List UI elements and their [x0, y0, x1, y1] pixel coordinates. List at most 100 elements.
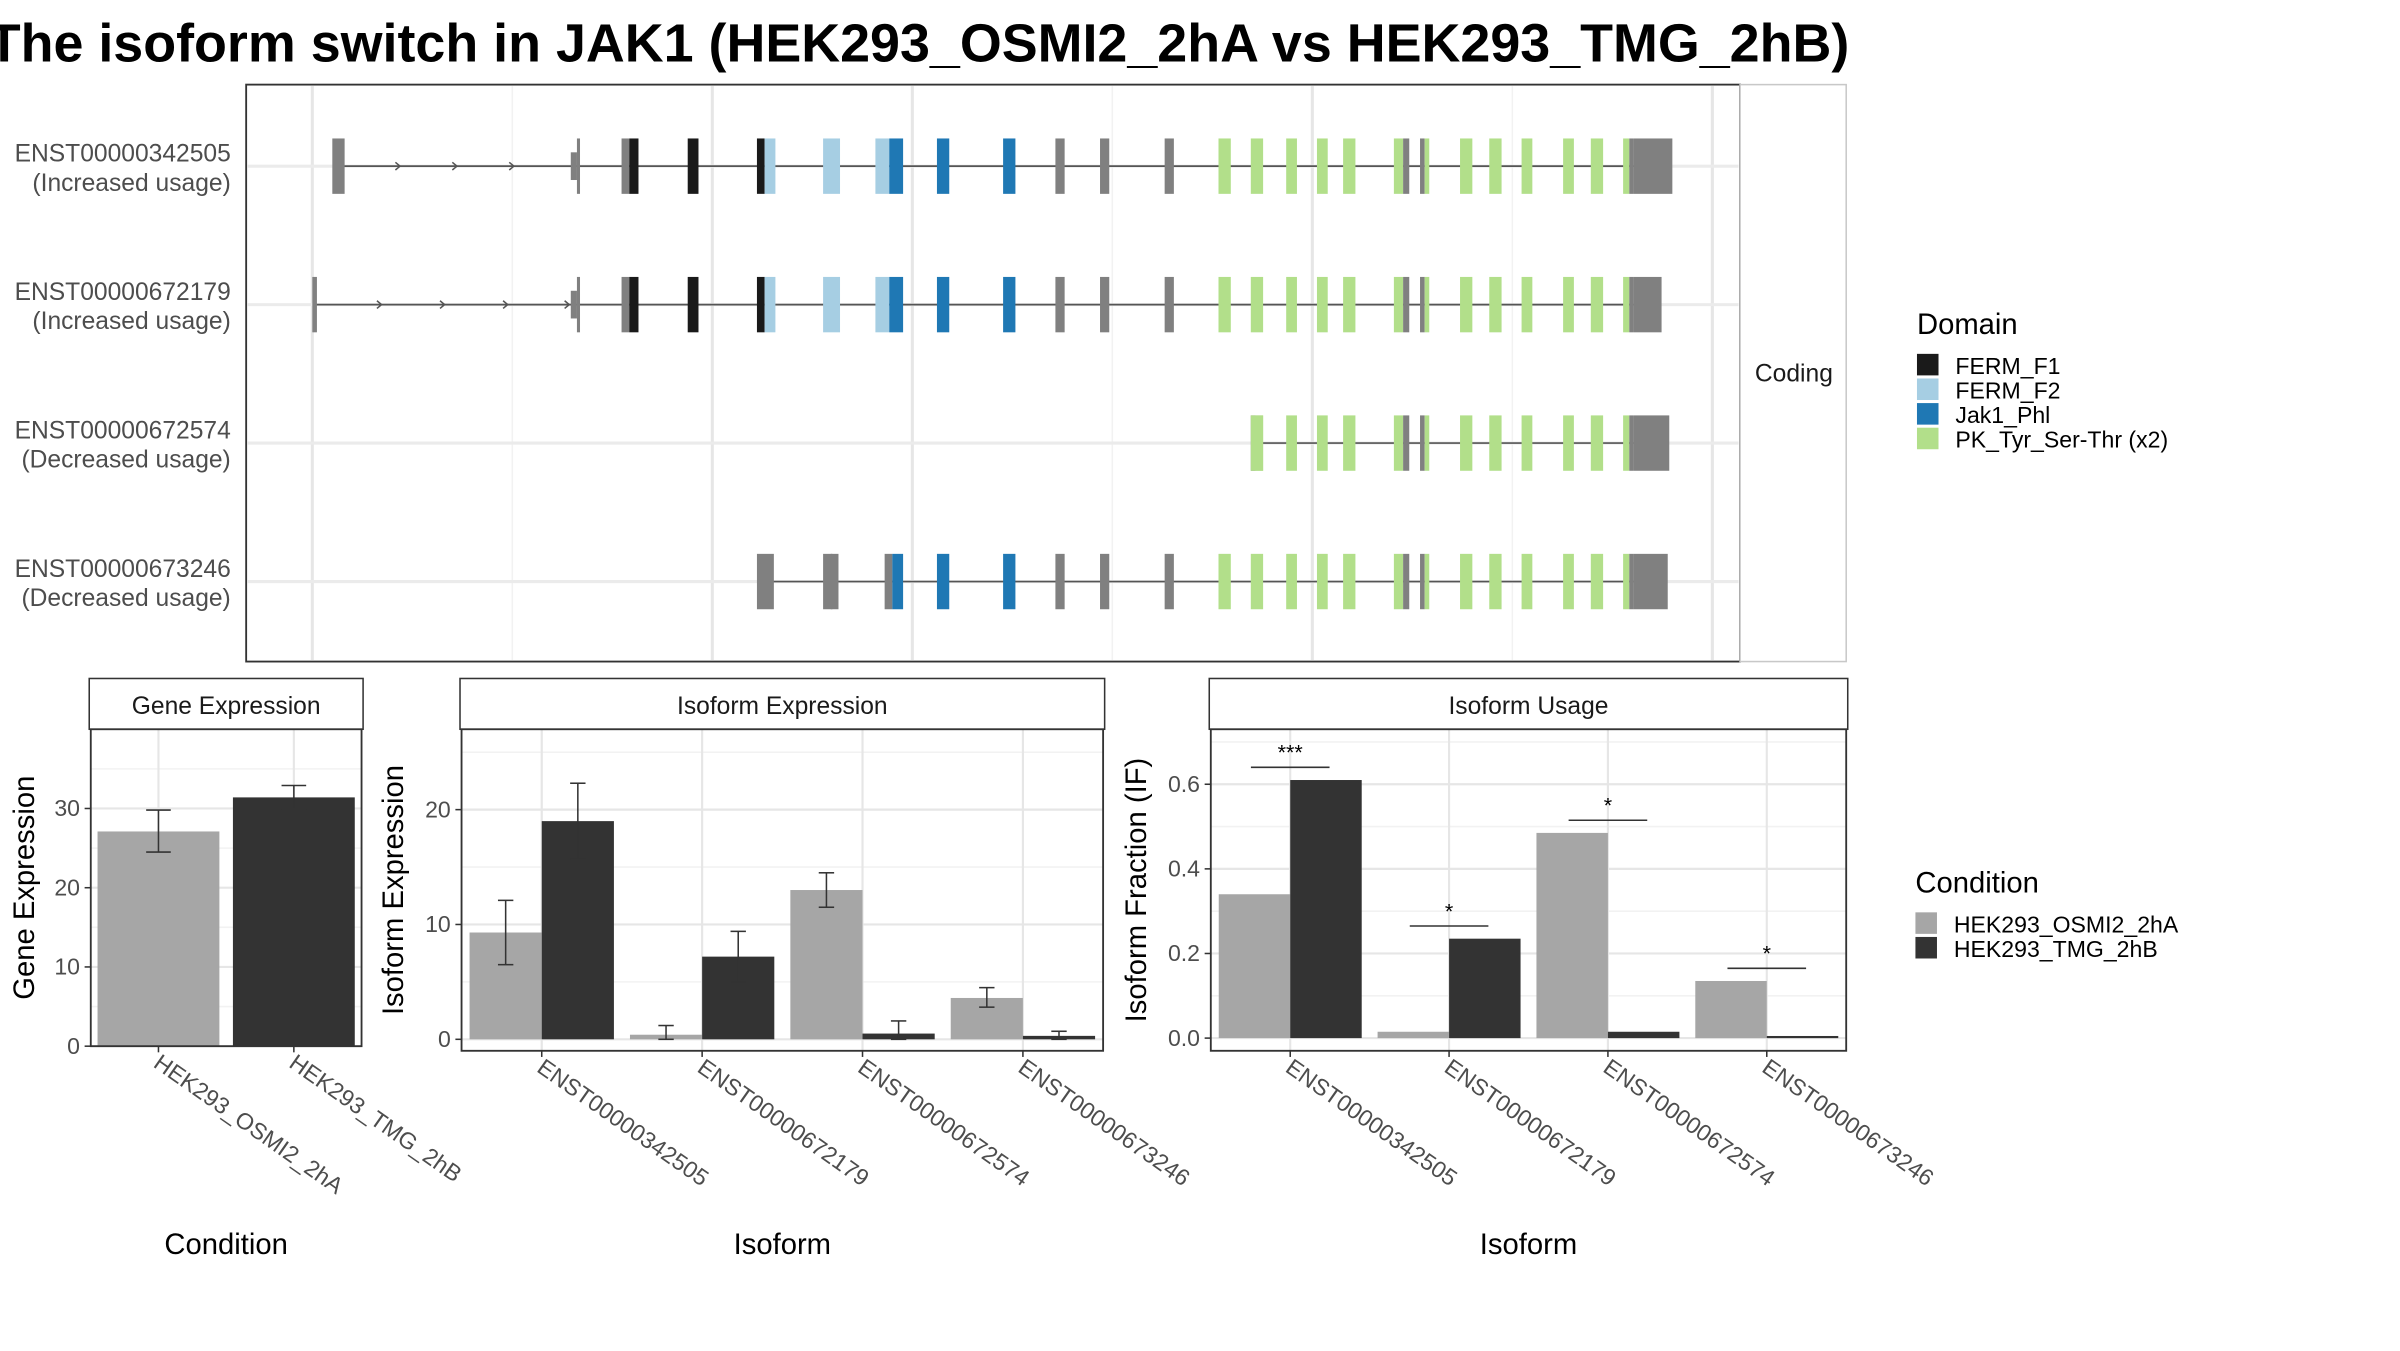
isoform-usage-panel: Isoform Usage0.00.20.40.6******ENST00000…	[1121, 677, 1939, 1261]
panel-title: Isoform Usage	[1448, 693, 1608, 720]
exon	[830, 553, 839, 610]
significance-label: *	[1763, 942, 1772, 966]
domain-exon	[1003, 553, 1016, 610]
domain-exon	[875, 276, 890, 333]
strand-arrow	[439, 300, 446, 310]
transcript-track-1	[332, 138, 1673, 194]
y-tick-label: 30	[54, 795, 80, 821]
exon	[1403, 138, 1410, 194]
domain-exon	[823, 276, 841, 333]
panel-strip	[1208, 677, 1849, 731]
domain-exon	[1343, 553, 1356, 610]
y-tick-label: 10	[425, 911, 451, 937]
utr-exon	[570, 290, 577, 319]
exon	[1403, 276, 1410, 333]
legend-key-ferm-f2	[1916, 378, 1939, 401]
x-tick-label: ENST00000672574	[1599, 1054, 1780, 1192]
domain-legend-title: Domain	[1917, 309, 2018, 341]
legend-label: FERM_F1	[1955, 353, 2060, 379]
domain-exon	[1316, 415, 1328, 471]
domain-exon	[1623, 553, 1630, 610]
y-tick-label: 0	[67, 1033, 80, 1059]
legend-key-pk-tyr-ser-thr-x2-	[1916, 427, 1939, 450]
strand-arrow	[502, 300, 509, 310]
domain-exon	[1393, 553, 1404, 610]
domain-exon	[1343, 138, 1356, 194]
bar	[1695, 980, 1767, 1039]
legend-label: HEK293_OSMI2_2hA	[1954, 911, 2179, 937]
utr-exon	[570, 152, 577, 181]
exon	[1629, 138, 1634, 194]
legend-key-ferm-f1	[1916, 353, 1939, 376]
domain-exon	[1460, 415, 1473, 471]
domain-exon	[1590, 138, 1604, 194]
transcript-id-label: ENST00000672574	[15, 417, 231, 444]
domain-exon	[936, 276, 950, 333]
exon	[1403, 415, 1410, 471]
strand-arrow	[394, 161, 402, 171]
bar	[1449, 938, 1521, 1039]
y-tick-label: 10	[54, 954, 80, 980]
exon	[1403, 553, 1410, 610]
transcript-usage-label: (Decreased usage)	[21, 585, 230, 612]
domain-exon	[1521, 415, 1533, 471]
domain-exon	[1218, 553, 1231, 610]
exon	[621, 138, 630, 194]
exon	[576, 276, 581, 333]
exon	[1420, 276, 1425, 333]
domain-exon	[764, 138, 776, 194]
y-tick-label: 0.0	[1168, 1025, 1200, 1051]
domain-exon	[687, 276, 699, 333]
domain-exon	[936, 553, 950, 610]
legend-key-condition	[1915, 912, 1937, 934]
domain-exon	[1590, 415, 1604, 471]
domain-exon	[1393, 138, 1404, 194]
x-tick-label: ENST00000342505	[1281, 1054, 1462, 1192]
panel-strip	[88, 677, 364, 731]
transcript-id-label: ENST00000672179	[15, 279, 231, 306]
legend-label: PK_Tyr_Ser-Thr (x2)	[1955, 427, 2168, 453]
domain-exon	[1003, 138, 1016, 194]
significance-label: ***	[1278, 741, 1304, 765]
strand-arrow	[451, 161, 459, 171]
domain-exon	[1250, 553, 1264, 610]
utr-exon	[1633, 276, 1662, 333]
legend-label: HEK293_TMG_2hB	[1954, 936, 2158, 962]
exon	[1055, 138, 1065, 194]
exon	[1420, 553, 1425, 610]
domain-exon	[756, 138, 765, 194]
bar	[1536, 832, 1608, 1039]
transcript-id-label: ENST00000673246	[15, 556, 231, 583]
transcript-track-3	[1250, 415, 1670, 471]
domain-exon	[1563, 276, 1574, 333]
domain-legend: Domain FERM_F1FERM_F2Jak1_PhlPK_Tyr_Ser-…	[1916, 309, 2168, 453]
bar	[1766, 1035, 1839, 1039]
utr-exon	[1633, 553, 1668, 610]
domain-exon	[764, 276, 776, 333]
domain-exon	[1424, 415, 1430, 471]
domain-exon	[1316, 553, 1328, 610]
domain-exon	[1460, 276, 1473, 333]
y-axis-title: Isoform Fraction (IF)	[1121, 758, 1153, 1023]
domain-exon	[1489, 138, 1502, 194]
domain-exon	[823, 138, 841, 194]
domain-exon	[1590, 553, 1604, 610]
exon	[1055, 553, 1065, 610]
y-axis-title: Isoform Expression	[378, 765, 410, 1015]
domain-exon	[1521, 276, 1533, 333]
domain-exon	[1460, 138, 1473, 194]
domain-exon	[1343, 415, 1356, 471]
y-tick-label: 0.4	[1168, 856, 1200, 882]
domain-exon	[1623, 276, 1630, 333]
domain-exon	[875, 138, 890, 194]
y-tick-label: 0	[438, 1026, 451, 1052]
domain-exon	[1316, 138, 1328, 194]
transcript-usage-label: (Decreased usage)	[21, 447, 230, 474]
facet-label: Coding	[1755, 361, 1833, 388]
strand-arrow	[376, 300, 383, 310]
x-tick-label: ENST00000342505	[533, 1054, 714, 1192]
strand-arrow	[564, 300, 571, 310]
transcript-panel: Coding ENST00000342505(Increased usage)E…	[15, 83, 1847, 663]
y-tick-label: 0.2	[1168, 940, 1200, 966]
